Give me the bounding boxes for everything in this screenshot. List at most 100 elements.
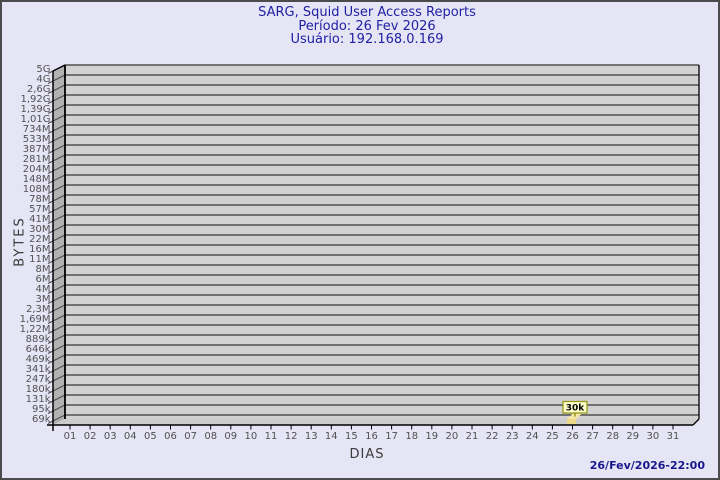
x-axis-title: DIAS <box>349 447 385 462</box>
x-tick-label: 30 <box>647 431 660 442</box>
y-tick-label: 1,39G <box>20 104 50 115</box>
y-tick-label: 16M <box>29 244 50 255</box>
y-tick-label: 6M <box>36 274 51 285</box>
y-tick-label: 57M <box>29 204 50 215</box>
y-tick-label: 281M <box>23 154 51 165</box>
x-tick-label: 20 <box>446 431 459 442</box>
x-tick-label: 05 <box>144 431 157 442</box>
x-tick-label: 22 <box>486 431 499 442</box>
y-axis-tick <box>47 174 66 185</box>
y-axis-tick <box>47 274 66 285</box>
y-tick-label: 8M <box>36 264 51 275</box>
bar-callout-label: 30k <box>566 404 586 414</box>
y-axis-tick <box>47 394 66 405</box>
x-tick-label: 03 <box>104 431 117 442</box>
y-tick-label: 108M <box>23 184 51 195</box>
x-tick-label: 31 <box>667 431 680 442</box>
chart-period-line: Período: 26 Fev 2026 <box>298 18 436 34</box>
y-axis-tick <box>47 294 66 305</box>
y-axis-tick <box>47 304 66 315</box>
x-tick-label: 23 <box>506 431 519 442</box>
y-tick-label: 646k <box>26 344 51 355</box>
x-tick-label: 08 <box>204 431 217 442</box>
y-tick-label: 131k <box>26 394 51 405</box>
x-tick-label: 12 <box>285 431 298 442</box>
x-tick-label: 19 <box>425 431 438 442</box>
base-corner-edge <box>692 418 700 426</box>
y-axis-tick <box>47 214 66 225</box>
y-axis-tick <box>47 144 66 155</box>
y-axis-tick <box>47 224 66 235</box>
x-tick-label: 21 <box>466 431 479 442</box>
y-axis-tick <box>47 344 66 355</box>
x-tick-label: 14 <box>325 431 338 442</box>
y-tick-label: 5G <box>36 64 50 75</box>
y-tick-label: 3M <box>36 294 51 305</box>
y-tick-label: 4M <box>36 284 51 295</box>
y-tick-label: 1,22M <box>20 324 51 335</box>
left-3d-wall <box>53 65 65 425</box>
y-tick-label: 41M <box>29 214 50 225</box>
chart-title: SARG, Squid User Access Reports <box>258 5 476 20</box>
y-tick-label: 387M <box>23 144 51 155</box>
y-axis-tick <box>47 184 66 195</box>
y-tick-label: 469k <box>26 354 51 365</box>
x-tick-label: 10 <box>245 431 258 442</box>
y-axis-tick <box>47 94 66 105</box>
y-tick-label: 22M <box>29 234 50 245</box>
y-tick-label: 78M <box>29 194 50 205</box>
y-axis-tick <box>47 264 66 275</box>
x-tick-label: 13 <box>305 431 318 442</box>
x-tick-label: 11 <box>265 431 278 442</box>
y-axis-tick <box>47 234 66 245</box>
y-tick-label: 533M <box>23 134 51 145</box>
y-tick-label: 2,3M <box>26 304 51 315</box>
y-tick-label: 180k <box>26 384 51 395</box>
y-tick-label: 4G <box>36 74 50 85</box>
y-axis-tick <box>47 204 66 215</box>
x-tick-label: 09 <box>224 431 237 442</box>
x-tick-label: 17 <box>385 431 398 442</box>
generation-timestamp: 26/Fev/2026-22:00 <box>589 459 705 472</box>
y-tick-label: 30M <box>29 224 50 235</box>
y-tick-label: 1,01G <box>20 114 50 125</box>
y-axis-tick <box>47 104 66 115</box>
chart-header: SARG, Squid User Access Reports Período:… <box>16 6 718 47</box>
y-tick-label: 734M <box>23 124 51 135</box>
x-tick-label: 16 <box>365 431 378 442</box>
y-tick-label: 204M <box>23 164 51 175</box>
y-tick-label: 341k <box>26 364 51 375</box>
x-tick-label: 01 <box>64 431 77 442</box>
x-tick-label: 06 <box>164 431 177 442</box>
x-tick-label: 02 <box>84 431 97 442</box>
y-axis-tick <box>47 134 66 145</box>
y-axis-tick <box>47 334 66 345</box>
y-tick-label: 95k <box>32 404 51 415</box>
y-tick-label: 889k <box>26 334 51 345</box>
y-axis-tick <box>47 154 66 165</box>
y-axis-tick <box>47 194 66 205</box>
y-axis-tick <box>47 404 66 415</box>
y-axis-tick <box>47 124 66 135</box>
plot-area <box>65 65 699 419</box>
y-tick-label: 148M <box>23 174 51 185</box>
x-tick-label: 25 <box>546 431 559 442</box>
y-axis-tick <box>47 74 66 85</box>
y-axis-tick <box>47 284 66 295</box>
y-axis-tick <box>47 414 66 425</box>
chart-user-line: Usuário: 192.168.0.169 <box>290 32 444 47</box>
y-axis-tick <box>47 244 66 255</box>
y-tick-label: 247k <box>26 374 51 385</box>
x-tick-label: 04 <box>124 431 137 442</box>
y-tick-label: 1,92G <box>20 94 50 105</box>
x-tick-label: 07 <box>184 431 197 442</box>
y-tick-label: 2,6G <box>27 84 51 95</box>
y-axis-tick <box>47 114 66 125</box>
wall-top-edge <box>52 64 66 72</box>
y-axis-tick <box>47 354 66 365</box>
x-tick-label: 26 <box>566 431 579 442</box>
y-axis-tick <box>47 164 66 175</box>
y-axis-tick <box>47 84 66 95</box>
